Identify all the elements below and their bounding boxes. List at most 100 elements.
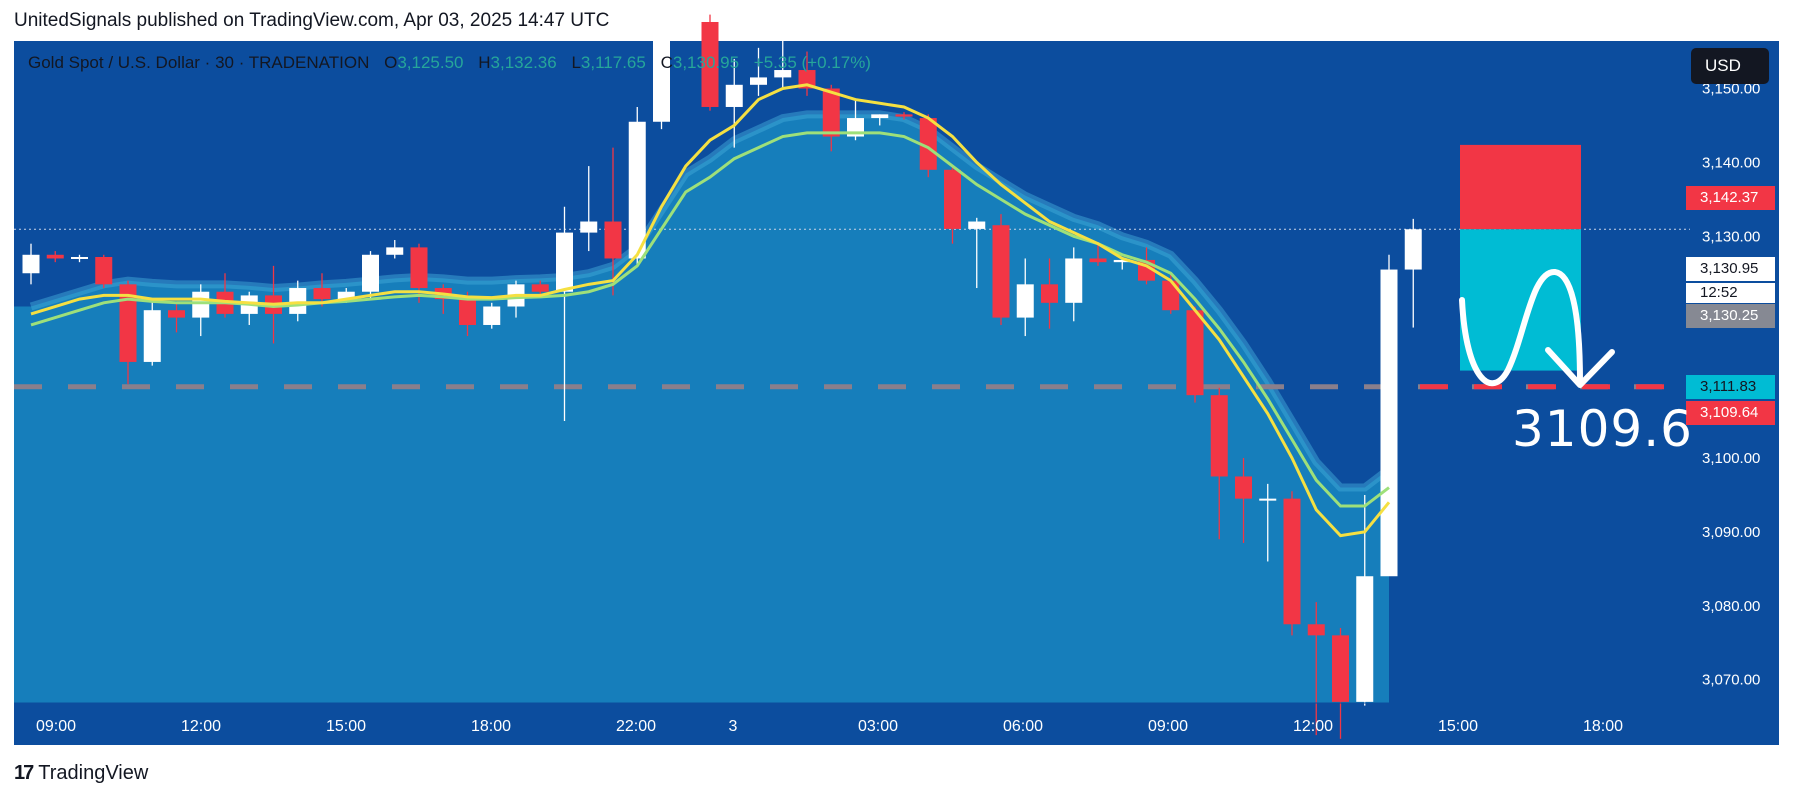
candle[interactable] xyxy=(798,51,816,96)
candle[interactable] xyxy=(216,273,234,318)
x-tick-label: 12:00 xyxy=(181,718,221,735)
currency-button[interactable]: USD xyxy=(1691,48,1769,84)
open-label: O xyxy=(384,53,398,72)
x-tick-label: 18:00 xyxy=(471,718,511,735)
candle[interactable] xyxy=(919,114,937,178)
candle[interactable] xyxy=(677,0,695,41)
tradingview-wordmark: TradingView xyxy=(38,761,149,784)
candle[interactable] xyxy=(1235,458,1252,543)
candle[interactable] xyxy=(313,273,331,307)
candle[interactable] xyxy=(46,251,64,263)
y-tick-label: 3,140.00 xyxy=(1702,154,1760,171)
candle-body xyxy=(483,306,501,325)
candle[interactable] xyxy=(168,302,185,333)
candle[interactable] xyxy=(968,217,986,289)
candle-body xyxy=(313,288,331,300)
candle[interactable] xyxy=(1041,258,1058,329)
candle-body xyxy=(919,118,937,170)
candle-body xyxy=(653,36,670,122)
stop-loss-zone[interactable] xyxy=(1460,144,1581,230)
ema-fast-line[interactable] xyxy=(30,83,1391,538)
candle-body xyxy=(1356,576,1374,702)
bid-price-tag: 3,130.25 xyxy=(1686,304,1775,328)
low-value: 3,117.65 xyxy=(580,53,646,72)
candle[interactable] xyxy=(774,10,792,89)
candle[interactable] xyxy=(604,147,622,296)
candle[interactable] xyxy=(992,214,1010,325)
candle[interactable] xyxy=(1404,218,1422,328)
candle[interactable] xyxy=(701,14,719,111)
x-tick-label: 22:00 xyxy=(616,718,656,735)
y-tick-label: 3,070.00 xyxy=(1702,672,1760,689)
candle[interactable] xyxy=(1089,243,1107,266)
high-label: H xyxy=(478,53,491,72)
candle-body xyxy=(410,247,428,289)
low-label: L xyxy=(571,53,581,72)
candle-body xyxy=(71,256,88,259)
candle-body xyxy=(556,232,573,292)
candle-body xyxy=(1089,258,1107,263)
y-tick-label: 3,090.00 xyxy=(1702,524,1760,541)
candle-body xyxy=(968,221,986,229)
ema-band-fill xyxy=(14,114,1389,704)
wave-arrow-path[interactable] xyxy=(1459,269,1583,387)
candle-body xyxy=(95,256,113,285)
candle[interactable] xyxy=(725,58,743,148)
candle[interactable] xyxy=(71,254,88,263)
target-price-tag: 3,111.83 xyxy=(1686,375,1775,399)
candle[interactable] xyxy=(556,206,573,422)
axes: 3,160.003,150.003,140.003,130.003,120.00… xyxy=(14,7,1779,735)
candle-body xyxy=(168,310,185,318)
candle-body xyxy=(677,21,695,37)
candle[interactable] xyxy=(1065,247,1083,322)
candle[interactable] xyxy=(944,166,961,244)
candle[interactable] xyxy=(362,251,379,300)
candle[interactable] xyxy=(653,29,670,130)
candle-body xyxy=(362,254,379,292)
candle[interactable] xyxy=(483,302,501,329)
candle[interactable] xyxy=(1016,258,1034,337)
candle[interactable] xyxy=(1307,602,1325,736)
candle-body xyxy=(46,254,64,259)
close-value: 3,130.95 xyxy=(672,53,740,72)
symbol-legend[interactable]: Gold Spot / U.S. Dollar · 30 · TRADENATI… xyxy=(28,53,871,73)
candle[interactable] xyxy=(1210,387,1228,540)
candle[interactable] xyxy=(750,47,767,96)
candle[interactable] xyxy=(895,112,913,120)
take-profit-zone[interactable] xyxy=(1460,229,1581,371)
candle-body xyxy=(1210,395,1228,477)
candle[interactable] xyxy=(628,106,646,266)
level-annotation[interactable]: 3109.6 xyxy=(1512,400,1693,458)
candle[interactable] xyxy=(822,84,840,152)
candle[interactable] xyxy=(386,239,404,259)
ema-band-edge xyxy=(29,110,1392,492)
candle[interactable] xyxy=(22,243,40,285)
candle-body xyxy=(143,310,161,362)
candle[interactable] xyxy=(580,166,598,252)
candle[interactable] xyxy=(531,280,549,296)
ema-slow-line[interactable] xyxy=(30,131,1390,508)
x-tick-label: 03:00 xyxy=(858,718,898,735)
x-tick-label: 06:00 xyxy=(1003,718,1043,735)
candle[interactable] xyxy=(1283,491,1301,636)
candle[interactable] xyxy=(1186,306,1204,403)
candle[interactable] xyxy=(1113,258,1131,270)
candle[interactable] xyxy=(289,280,307,322)
candle[interactable] xyxy=(143,299,161,366)
candle-body xyxy=(798,70,816,89)
candle[interactable] xyxy=(1380,254,1398,577)
candle-body xyxy=(580,221,598,233)
arrow-head-icon xyxy=(1545,347,1615,388)
candle[interactable] xyxy=(1332,627,1349,739)
candle-body xyxy=(1235,476,1252,499)
candle-body xyxy=(774,70,792,78)
candle-body xyxy=(119,284,137,362)
y-tick-label: 3,160.00 xyxy=(1702,7,1760,24)
candle[interactable] xyxy=(95,254,113,289)
bar-countdown: 12:52 xyxy=(1686,283,1775,303)
tradingview-logo[interactable]: 17 TradingView xyxy=(14,760,148,786)
candle[interactable] xyxy=(1259,483,1277,562)
symbol-name: Gold Spot / U.S. Dollar · 30 · TRADENATI… xyxy=(28,53,370,72)
candle[interactable] xyxy=(871,114,889,126)
